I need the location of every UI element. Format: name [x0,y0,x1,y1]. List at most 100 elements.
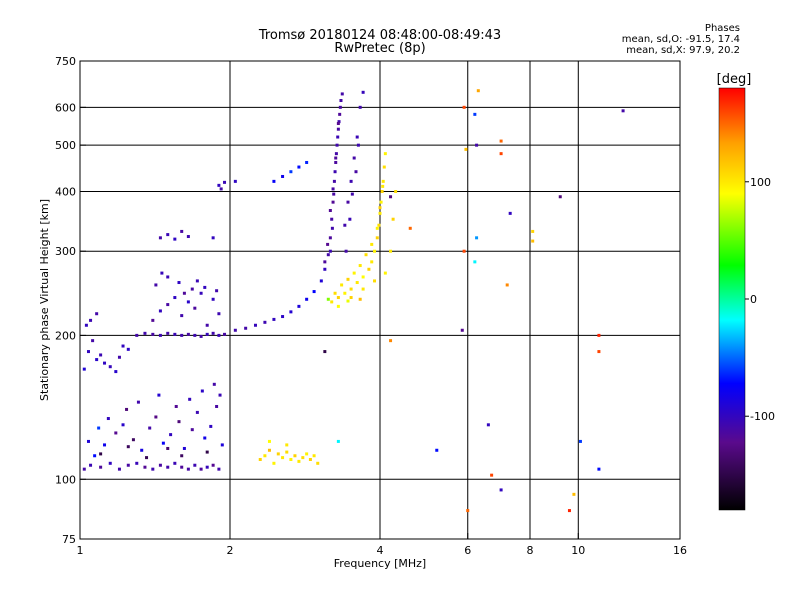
data-point [166,446,170,450]
data-point [154,283,158,287]
data-point [108,461,112,465]
data-point [333,291,337,295]
data-point [331,200,335,204]
data-point [121,344,125,348]
data-point [334,156,338,160]
data-point [572,492,576,496]
data-point [174,404,178,408]
data-point [328,236,332,240]
data-point [373,249,377,253]
data-point [108,365,112,369]
colorbar-tick-label: 100 [750,176,771,189]
x-tick-label: 8 [527,544,534,557]
x-tick-label: 4 [377,544,384,557]
data-point [350,192,354,196]
data-point [263,454,267,458]
data-point [297,459,301,463]
data-point [343,223,347,227]
data-point [464,147,468,151]
data-point [297,165,301,169]
data-point [301,456,305,460]
data-point [379,200,383,204]
data-point [173,332,177,336]
data-point [338,112,342,116]
y-axis-ticks: 75 100 200 300 400 500 600 750 [55,55,86,546]
data-point [166,465,170,469]
data-point [281,174,285,178]
data-point [158,333,162,337]
data-point [220,443,224,447]
data-point [158,236,162,240]
data-point [193,333,197,337]
data-point [435,448,439,452]
data-point [136,400,140,404]
data-point [180,465,184,469]
data-point [380,189,384,193]
data-point [267,439,271,443]
data-point [336,439,340,443]
colorbar-tick-label: -100 [750,410,775,423]
data-point [143,331,147,335]
data-point [499,152,503,156]
data-point [205,450,209,454]
data-point [272,317,276,321]
data-point [180,229,184,233]
data-point [312,290,316,294]
data-point [177,420,181,424]
data-point [86,350,90,354]
data-point [381,179,385,183]
data-point [217,333,221,337]
x-tick-label: 16 [673,544,687,557]
data-point [117,467,121,471]
data-point [97,426,101,430]
data-point [375,226,379,230]
data-point [211,297,215,301]
data-point [305,452,309,456]
data-point [316,461,320,465]
data-point [460,328,464,332]
data-point [217,183,221,187]
data-point [336,122,340,126]
data-point [148,426,152,430]
data-point [323,267,327,271]
data-point [205,332,209,336]
data-point [621,109,625,113]
data-point [211,236,215,240]
data-point [361,90,365,94]
data-point [233,328,237,332]
data-point [218,393,222,397]
data-point [383,271,387,275]
x-tick-label: 10 [571,544,585,557]
data-point [358,297,362,301]
data-point [135,461,139,465]
data-point [346,277,350,281]
y-tick-label: 300 [55,245,76,258]
data-point [389,339,393,343]
data-point [190,428,194,432]
data-point [297,304,301,308]
data-point [99,452,103,456]
data-point [95,312,99,316]
data-point [354,170,358,174]
data-point [358,264,362,268]
data-point [215,289,219,293]
data-point [382,165,386,169]
data-point [370,260,374,264]
data-point [462,249,466,253]
data-point [199,334,203,338]
data-point [505,283,509,287]
data-point [331,187,335,191]
data-point [233,179,237,183]
data-point [475,143,479,147]
data-point [367,267,371,271]
data-point [338,105,342,109]
colorbar [718,87,746,511]
data-point [333,170,337,174]
data-point [358,105,362,109]
stats-x-mode: mean, sd,X: 97.9, 20.2 [626,45,740,56]
data-point [82,367,86,371]
data-point [157,393,161,397]
data-point [597,467,601,471]
y-axis-label: Stationary phase Virtual Height [km] [38,199,51,401]
data-point [335,143,339,147]
